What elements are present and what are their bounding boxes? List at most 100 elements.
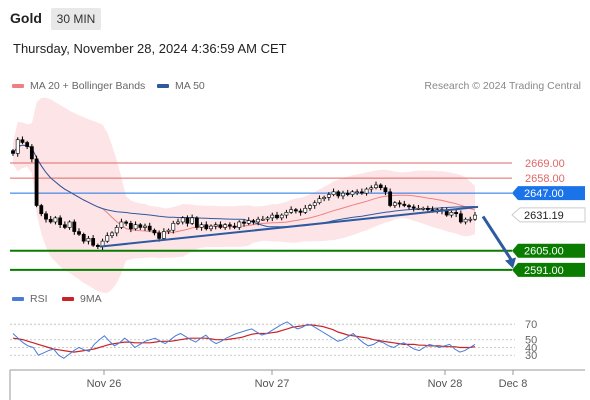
candle-bullish — [463, 218, 468, 223]
bollinger-band-fill — [13, 97, 475, 293]
candle-bearish — [227, 224, 232, 227]
candle-bearish — [39, 205, 44, 215]
candle-bullish — [105, 235, 110, 242]
candle-bearish — [11, 150, 15, 154]
candle-bullish — [416, 207, 421, 210]
candle-bullish — [350, 191, 355, 195]
candle-bullish — [312, 202, 317, 206]
ma50-line — [12, 144, 476, 228]
candle-bullish — [86, 238, 91, 242]
level-tag-2647.00: 2647.00 — [512, 186, 585, 201]
level-tag-bg — [512, 186, 585, 201]
candle-bullish — [341, 192, 345, 197]
candle-bearish — [383, 187, 388, 193]
candle-bullish — [289, 209, 294, 213]
rsi-tick-70: 70 — [525, 319, 537, 331]
level-label-2605.00: 2605.00 — [524, 246, 564, 258]
candle-bearish — [44, 213, 48, 220]
x-tick-label: Nov 26 — [87, 378, 122, 390]
ma50-swatch — [157, 84, 169, 89]
candle-bearish — [345, 192, 350, 195]
level-tag-bg — [512, 262, 585, 277]
candle-bullish — [166, 229, 171, 232]
candle-bearish — [185, 217, 190, 224]
candle-bearish — [58, 217, 63, 226]
candle-bearish — [275, 214, 279, 219]
rsi-tick-50: 50 — [525, 335, 537, 347]
candle-bearish — [218, 224, 223, 228]
candle-bullish — [279, 214, 284, 219]
candle-bearish — [138, 224, 143, 228]
candle-bearish — [298, 210, 303, 213]
level-tag-2631.19: 2631.19 — [511, 207, 586, 223]
timeframe-badge[interactable]: 30 MIN — [51, 8, 101, 30]
candle-bearish — [34, 158, 39, 206]
instrument-title: Gold — [10, 10, 42, 26]
legend-ma20: MA 20 + Bollinger Bands — [12, 80, 145, 92]
ma9-swatch — [62, 297, 74, 302]
candle-bearish — [48, 218, 53, 223]
candle-bullish — [355, 191, 360, 194]
candle-bearish — [397, 202, 402, 205]
candle-bullish — [260, 218, 265, 221]
legend-rsi: RSI — [12, 293, 48, 305]
candle-bullish — [322, 196, 327, 199]
candle-bullish — [246, 220, 251, 224]
candle-bearish — [81, 233, 86, 242]
research-credit: Research © 2024 Trading Central — [424, 80, 581, 92]
candle-bullish — [176, 221, 180, 224]
candle-bearish — [402, 203, 407, 206]
candle-bullish — [209, 225, 213, 230]
candle-bearish — [95, 244, 100, 247]
ma20-swatch — [12, 84, 24, 89]
candle-bullish — [180, 217, 185, 223]
candle-bullish — [67, 221, 72, 228]
candle-bullish — [256, 218, 261, 223]
rsi-line — [12, 321, 476, 359]
candle-bearish — [407, 205, 411, 208]
candle-bearish — [454, 212, 459, 215]
candle-bullish — [265, 217, 270, 220]
level-label-2631.19: 2631.19 — [524, 210, 564, 222]
rsi-swatch — [12, 297, 24, 302]
level-tag-bg — [512, 243, 585, 258]
candle-bullish — [421, 207, 426, 210]
legend-ma50-label: MA 50 — [175, 80, 205, 92]
candle-bullish — [161, 231, 166, 239]
candle-bearish — [25, 142, 30, 147]
candle-bearish — [388, 191, 393, 206]
level-label-2658.00: 2658.00 — [525, 173, 565, 185]
legend-9ma-label: 9MA — [80, 293, 102, 305]
candle-bullish — [308, 205, 312, 209]
candle-bullish — [449, 212, 454, 216]
candle-bearish — [194, 217, 199, 228]
candle-bullish — [468, 218, 473, 221]
candle-bearish — [20, 139, 25, 143]
candle-bearish — [458, 213, 463, 223]
candle-bullish — [317, 198, 322, 204]
candle-bearish — [204, 224, 209, 230]
candle-bullish — [331, 191, 336, 195]
candle-bearish — [444, 210, 449, 216]
candle-bearish — [411, 206, 416, 209]
candle-bullish — [364, 188, 369, 194]
legend-ma20-label: MA 20 + Bollinger Bands — [30, 80, 146, 92]
candle-bearish — [91, 238, 96, 246]
ma20-line — [12, 144, 476, 234]
candle-bearish — [359, 191, 364, 194]
candle-bullish — [223, 224, 228, 228]
last-price-tag-bg — [511, 207, 586, 223]
candle-bearish — [293, 209, 298, 212]
rsi-9ma-line — [12, 324, 476, 353]
chart-datetime: Thursday, November 28, 2024 4:36:59 AM C… — [13, 41, 287, 56]
candle-bullish — [473, 214, 477, 220]
candle-bullish — [237, 221, 242, 228]
candle-bearish — [147, 225, 152, 231]
level-label-2669.00: 2669.00 — [525, 158, 565, 170]
x-tick-label: Nov 27 — [255, 378, 290, 390]
candle-bullish — [435, 209, 440, 212]
candle-bullish — [171, 223, 176, 231]
level-tag-2605.00: 2605.00 — [512, 243, 585, 258]
level-label-2647.00: 2647.00 — [524, 188, 564, 200]
